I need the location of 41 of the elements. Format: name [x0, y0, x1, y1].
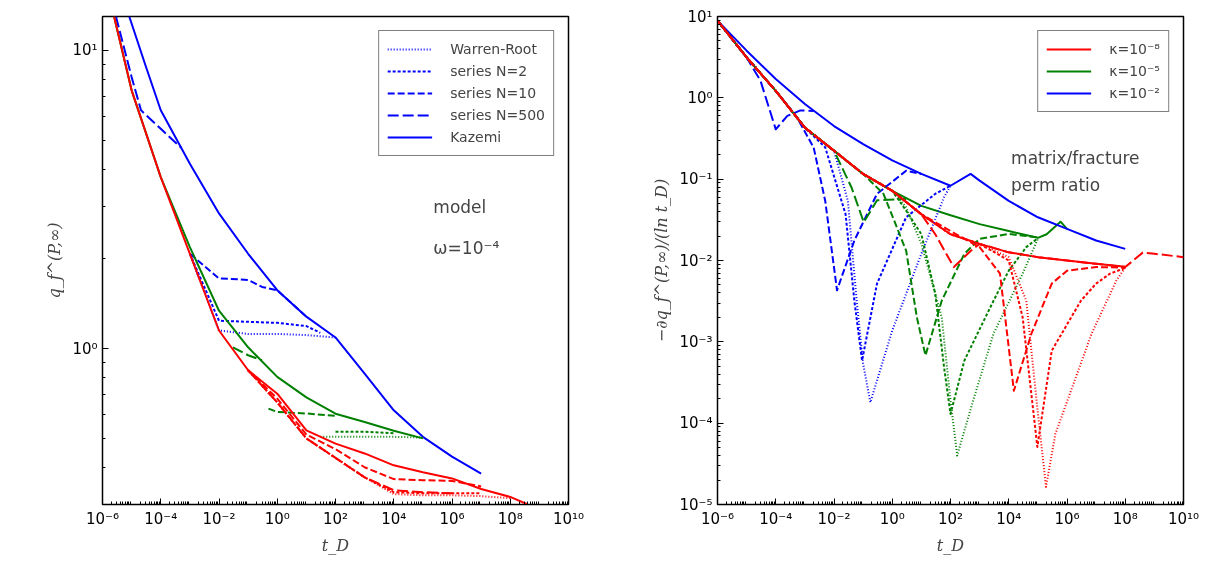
y-axis-title: q_f^(P,∞) — [45, 222, 65, 299]
x-tick-label: 10⁻⁶ — [700, 509, 735, 528]
y-tick-label: 10⁻² — [679, 251, 713, 270]
x-tick-label: 10² — [937, 509, 964, 528]
x-tick-label: 10⁻⁴ — [144, 509, 178, 528]
y-tick-label: 10⁻⁴ — [679, 414, 713, 433]
x-tick-label: 10⁴ — [381, 509, 407, 528]
x-tick-label: 10¹⁰ — [1167, 509, 1200, 528]
legend-label: Warren-Root — [450, 41, 537, 57]
x-tick-label: 10⁻² — [202, 509, 236, 528]
x-tick-label: 10⁸ — [1112, 509, 1138, 528]
x-axis-title: t_D — [321, 535, 350, 555]
y-tick-label: 10¹ — [687, 7, 713, 26]
x-tick-label: 10⁻⁴ — [759, 509, 793, 528]
legend-label: series N=2 — [450, 63, 528, 79]
x-tick-label: 10⁸ — [497, 509, 523, 528]
x-axis-title: t_D — [936, 535, 965, 555]
x-tick-label: 10⁻⁶ — [85, 509, 120, 528]
y-tick-label: 10⁻¹ — [679, 170, 713, 189]
legend-label: κ=10⁻⁸ — [1109, 41, 1160, 57]
x-tick-label: 10⁶ — [439, 509, 465, 528]
x-tick-label: 10² — [322, 509, 349, 528]
x-tick-label: 10¹⁰ — [552, 509, 585, 528]
legend-label: series N=10 — [450, 85, 537, 101]
y-axis-title: −∂q_f^(P,∞)/(ln t_D) — [652, 178, 672, 343]
x-tick-label: 10⁻² — [817, 509, 851, 528]
legend-label: κ=10⁻² — [1109, 85, 1160, 101]
x-tick-label: 10⁰ — [879, 509, 905, 528]
x-tick-label: 10⁶ — [1054, 509, 1080, 528]
y-tick-label: 10⁰ — [687, 88, 713, 107]
y-tick-label: 10⁻³ — [679, 332, 713, 351]
y-tick-label: 10¹ — [72, 41, 98, 60]
annotation: ω=10⁻⁴ — [433, 238, 500, 259]
annotation: perm ratio — [1011, 174, 1101, 195]
legend-label: Kazemi — [450, 129, 502, 145]
x-tick-label: 10⁰ — [264, 509, 290, 528]
x-tick-label: 10⁴ — [996, 509, 1022, 528]
annotation: model — [433, 196, 487, 217]
annotation: matrix/fracture — [1011, 148, 1140, 169]
legend-label: series N=500 — [450, 107, 545, 123]
legend-label: κ=10⁻⁵ — [1109, 63, 1160, 79]
